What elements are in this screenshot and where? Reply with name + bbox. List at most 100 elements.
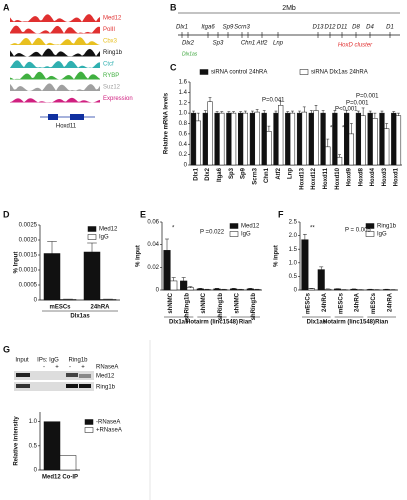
bar [313, 110, 319, 166]
error-bar [286, 111, 290, 114]
track-label: Ctcf [103, 62, 114, 68]
bar [242, 112, 248, 166]
x-tick-label: shNMC [168, 292, 174, 313]
bar [170, 280, 178, 291]
x-tick-label: Hoxd13 [299, 167, 305, 189]
x-tick-label: Sp3 [229, 167, 235, 179]
gene-label: Sp9 [223, 25, 234, 31]
x-tick-label: Hoxd3 [382, 167, 388, 186]
bar [391, 112, 397, 166]
bar [214, 112, 220, 166]
error-bar [165, 238, 169, 251]
track-label: Cbx3 [103, 39, 118, 45]
blot [14, 371, 94, 380]
band-label: Ring1b [96, 385, 116, 391]
x-tick-label: shRing1b [251, 293, 257, 321]
annotation: ** [342, 126, 347, 132]
gene-label: Hoxd11 [56, 124, 77, 130]
bar [301, 111, 307, 166]
group-label: Dlx1as [169, 320, 189, 326]
bar [230, 112, 237, 166]
error-bar [333, 110, 337, 114]
legend-label: Med12 [241, 224, 260, 230]
error-bar [361, 107, 365, 116]
bar [278, 105, 284, 166]
error-bar [338, 154, 341, 158]
annotation: * [172, 226, 175, 232]
x-tick-label: Itga6 [217, 167, 223, 182]
legend-swatch [84, 427, 94, 433]
blot [14, 382, 94, 391]
lncrna-label: Dlx1as [182, 51, 198, 57]
bar [332, 112, 338, 166]
bar [59, 299, 77, 301]
error-bar [279, 100, 283, 106]
bar [348, 133, 354, 166]
error-bar [231, 288, 236, 289]
y-tick-label: 1.0 [29, 419, 38, 425]
error-bar [203, 110, 207, 114]
gene-label: Atf2 [256, 41, 268, 47]
y-tick-label: 0.04 [147, 242, 159, 248]
x-tick-label: 24hRA [90, 305, 110, 311]
band-label: Med12 [96, 374, 115, 380]
y-tick-label: 1.0 [289, 260, 298, 266]
legend-swatch [365, 231, 375, 237]
group-label: Hotairm (linc1548) [323, 320, 375, 326]
y-axis-label: Relative intensity [14, 416, 20, 466]
bar [307, 288, 315, 291]
error-bar [220, 111, 224, 114]
legend-label: Ring1b [377, 224, 397, 230]
error-bar [368, 110, 372, 114]
error-bar [248, 288, 253, 289]
bar [367, 112, 373, 166]
group-label: Dlx1as [70, 314, 90, 320]
x-tick-label: 24hRA [387, 292, 393, 312]
error-bar [380, 110, 384, 114]
legend-swatch [84, 419, 94, 425]
error-bar [181, 277, 186, 281]
x-tick-label: Hoxd11 [323, 167, 329, 189]
track-signal [10, 60, 100, 68]
legend-swatch [299, 69, 309, 75]
legend-swatch [365, 223, 375, 229]
bar [83, 251, 101, 301]
error-bar [47, 241, 57, 254]
y-tick-label: 2.5 [289, 220, 298, 226]
y-tick-label: 0.0015 [19, 253, 38, 259]
blot-band [66, 384, 78, 388]
y-tick-label: 0.02 [147, 265, 159, 271]
track-label: Med12 [103, 16, 122, 22]
y-tick-label: 0 [34, 468, 38, 474]
bar [336, 156, 343, 166]
bar [350, 288, 358, 291]
error-bar [321, 110, 325, 114]
x-tick-label: shNMC [201, 292, 207, 313]
legend-swatch [199, 69, 209, 75]
track-label: Suz12 [103, 85, 121, 91]
track-signal [10, 37, 100, 45]
y-tick-label: 1.2 [179, 100, 188, 106]
y-tick-label: 0.6 [179, 131, 188, 137]
panel-letter: C [170, 62, 177, 72]
annotation: ** [310, 226, 315, 232]
x-tick-label: mESCs [338, 292, 344, 314]
bar [249, 112, 256, 166]
bar [355, 112, 362, 166]
error-bar [392, 111, 396, 114]
legend-label: IgG [377, 232, 387, 238]
bar [360, 115, 366, 166]
x-tick-label: Hoxd4 [370, 167, 376, 186]
legend-label: IgG [241, 232, 251, 238]
error-bar [215, 288, 219, 289]
bar [43, 253, 61, 301]
x-tick-label: mESCs [49, 305, 71, 311]
blot-band [79, 374, 91, 378]
error-bar [198, 288, 203, 289]
error-bar [345, 110, 349, 114]
y-tick-label: 1.5 [289, 247, 298, 253]
bar [254, 111, 260, 166]
error-bar [397, 112, 400, 116]
group-label: Dlx1as [307, 320, 327, 326]
gene-label: Chn1 [241, 41, 255, 47]
